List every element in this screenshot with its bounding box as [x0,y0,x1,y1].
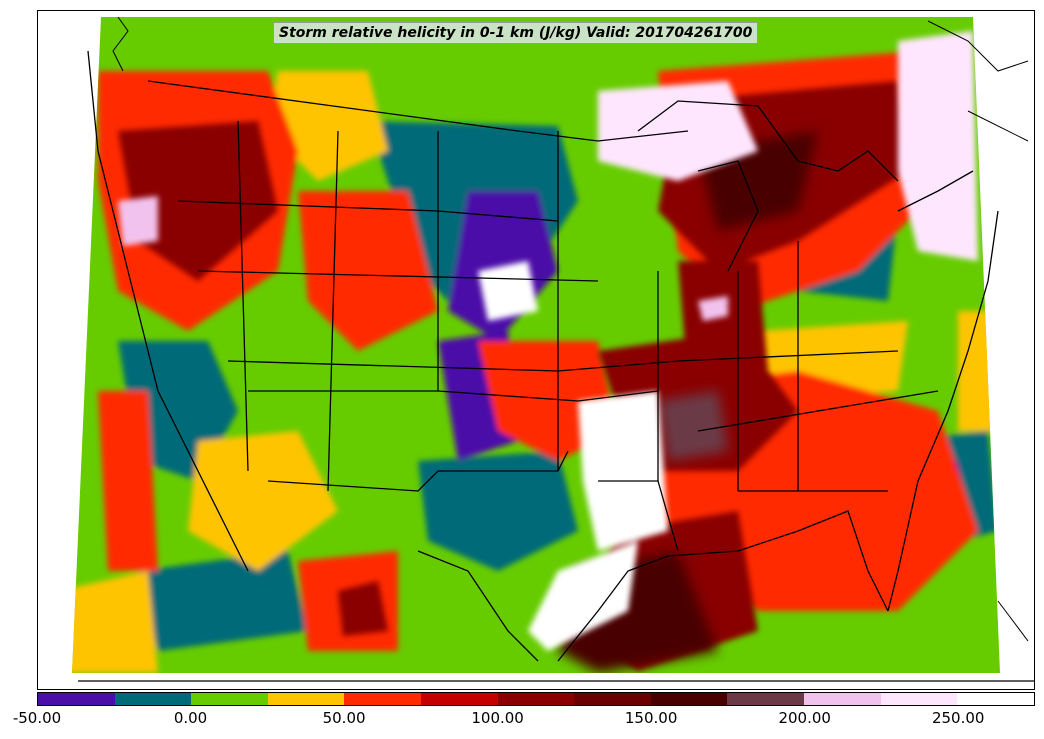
colorbar-tick-label: 150.00 [624,709,678,727]
map-frame: Storm relative helicity in 0-1 km (J/kg)… [37,10,1035,690]
colorbar-segment [38,693,115,705]
colorbar-tick-label: 50.00 [322,709,366,727]
helicity-field [72,17,1000,673]
colorbar-segment [880,693,958,705]
colorbar-segment [191,693,268,705]
colorbar [37,692,1035,706]
colorbar-segment [574,693,651,705]
colorbar-tick-label: 200.00 [778,709,831,727]
colorbar-tick-label: 0.00 [173,709,208,727]
colorbar-tick-label: -50.00 [12,709,62,727]
helicity-map [72,16,1034,682]
colorbar-segment [344,693,422,705]
coastline [112,16,1029,642]
map-title: Storm relative helicity in 0-1 km (J/kg)… [273,22,759,44]
state-borders [78,50,1034,682]
colorbar-tick-label: 250.00 [931,709,985,727]
colorbar-segment [497,693,575,705]
colorbar-segment [650,693,728,705]
colorbar-segment [267,693,345,705]
colorbar-segment [727,693,805,705]
colorbar-segment [804,693,881,705]
colorbar-tick-label: 100.00 [471,709,524,727]
colorbar-segment [421,693,498,705]
colorbar-segment [114,693,192,705]
colorbar-segment [957,693,1034,705]
